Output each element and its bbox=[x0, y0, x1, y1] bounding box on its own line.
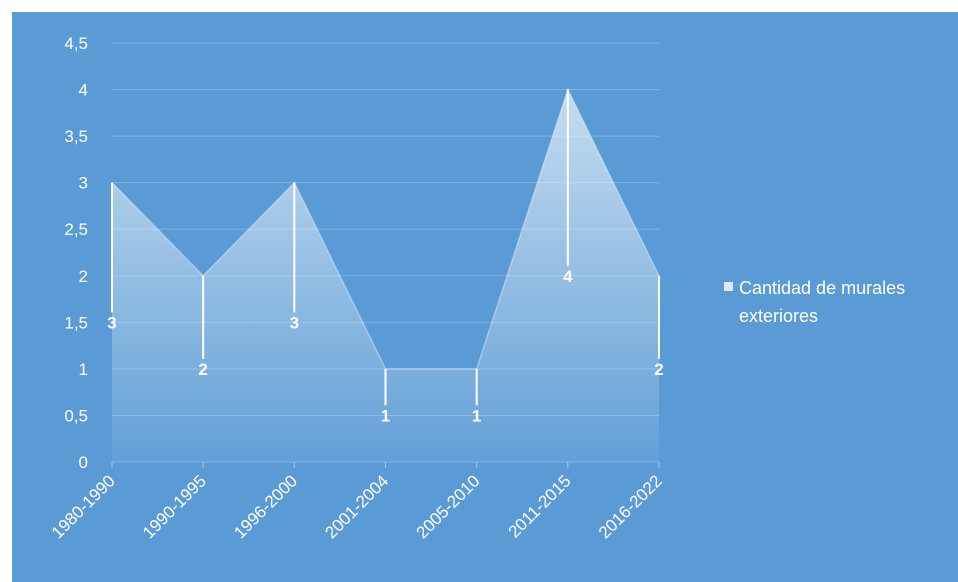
y-tick-label: 4 bbox=[79, 81, 88, 100]
y-tick-label: 2 bbox=[79, 267, 88, 286]
area-chart: 00,511,522,533,544,5 1980-1990 1990-1995 1… bbox=[48, 34, 905, 542]
area-series-fill bbox=[112, 89, 659, 463]
x-tick-label: 2005-2010 bbox=[413, 471, 484, 542]
chart-area: 0 0,5 1 1,5 2 2,5 3 3,5 4 4,5 1980-1990 1990-1995 1… bbox=[12, 12, 958, 582]
y-tick-label: 0 bbox=[79, 453, 88, 472]
data-label: 3 bbox=[290, 313, 299, 332]
x-tick-label: 1996-2000 bbox=[230, 471, 301, 542]
data-label: 4 bbox=[563, 267, 573, 286]
x-tick-label: 2011-2015 bbox=[505, 471, 575, 541]
data-label: 2 bbox=[198, 360, 207, 379]
y-tick-label: 2,5 bbox=[64, 220, 88, 239]
legend-label-line2: exteriores bbox=[739, 306, 818, 326]
x-tick-label: 1980-1990 bbox=[48, 471, 119, 542]
y-tick-label: 1,5 bbox=[64, 313, 88, 332]
y-tick-label: 4,5 bbox=[64, 34, 88, 53]
x-tick-label: 1990-1995 bbox=[139, 471, 210, 542]
y-tick-label: 1 bbox=[79, 360, 88, 379]
data-labels: 3 2 3 1 1 4 2 bbox=[107, 267, 663, 426]
y-tick-label: 3,5 bbox=[64, 127, 88, 146]
data-label: 1 bbox=[381, 406, 390, 425]
legend-swatch bbox=[724, 282, 733, 291]
legend-label-line1: Cantidad de murales bbox=[739, 278, 905, 298]
data-label: 3 bbox=[107, 313, 116, 332]
legend: Cantidad de murales exteriores bbox=[724, 278, 905, 326]
y-tick-label: 3 bbox=[79, 174, 88, 193]
data-label: 1 bbox=[472, 406, 481, 425]
y-axis-ticks: 0 0,5 1 1,5 2 2,5 3 3,5 4 4,5 bbox=[64, 34, 88, 472]
data-label: 2 bbox=[654, 360, 663, 379]
x-tick-label: 2016-2022 bbox=[595, 471, 666, 542]
x-axis-ticks: 1980-1990 1990-1995 1996-2000 2001-2004 2005… bbox=[48, 462, 666, 542]
x-tick-label: 2001-2004 bbox=[321, 471, 392, 542]
y-tick-label: 0,5 bbox=[64, 406, 88, 425]
drop-lines bbox=[111, 89, 660, 406]
